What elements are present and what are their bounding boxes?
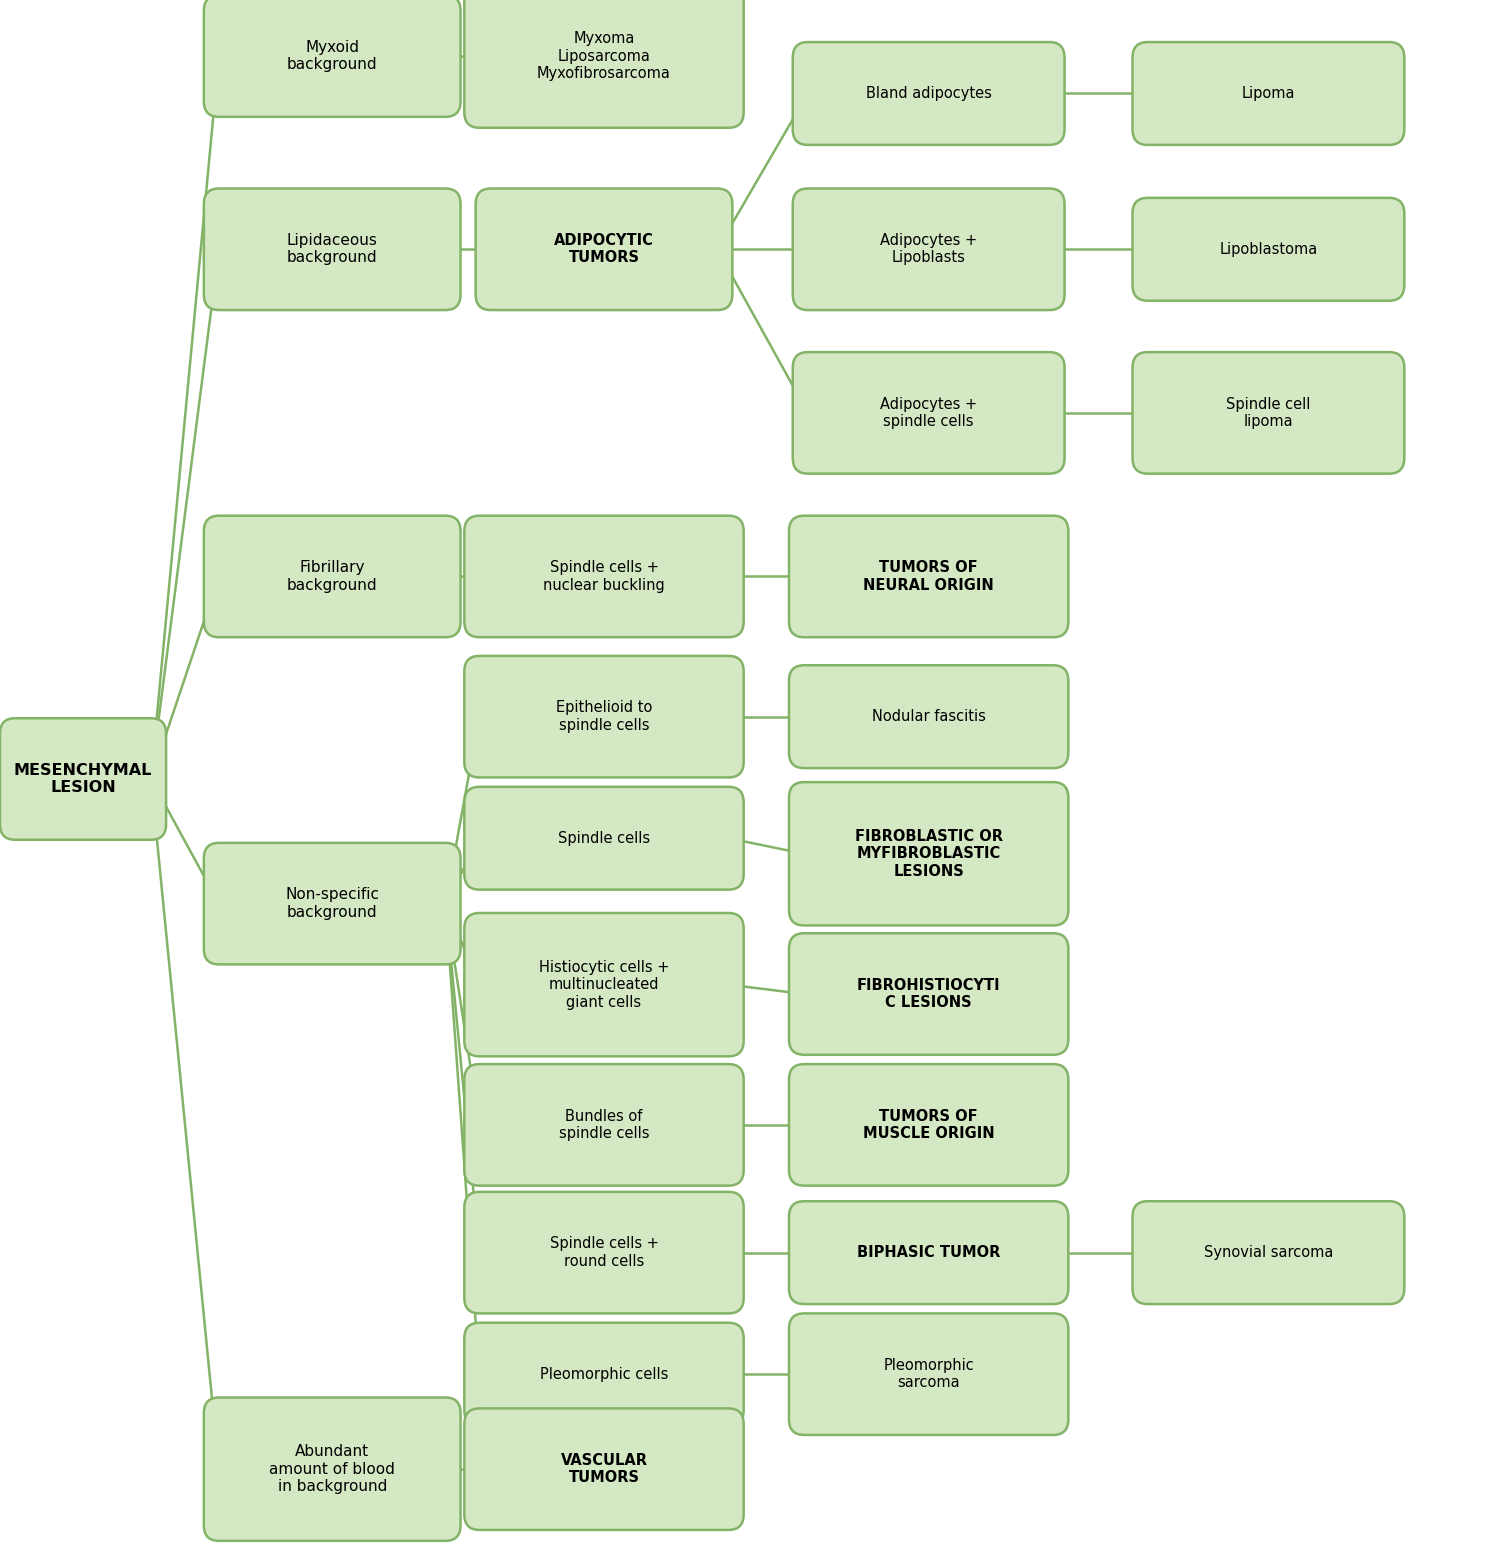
FancyBboxPatch shape	[465, 787, 743, 890]
FancyBboxPatch shape	[465, 913, 743, 1056]
Text: VASCULAR
TUMORS: VASCULAR TUMORS	[560, 1454, 648, 1485]
Text: Fibrillary
background: Fibrillary background	[287, 561, 378, 592]
FancyBboxPatch shape	[465, 1323, 743, 1426]
Text: Non-specific
background: Non-specific background	[285, 888, 379, 919]
FancyBboxPatch shape	[465, 1408, 743, 1530]
Text: Epithelioid to
spindle cells: Epithelioid to spindle cells	[556, 701, 652, 732]
Text: Synovial sarcoma: Synovial sarcoma	[1203, 1245, 1333, 1260]
FancyBboxPatch shape	[793, 42, 1065, 145]
Text: FIBROBLASTIC OR
MYFIBROBLASTIC
LESIONS: FIBROBLASTIC OR MYFIBROBLASTIC LESIONS	[855, 829, 1003, 879]
FancyBboxPatch shape	[204, 843, 461, 964]
FancyBboxPatch shape	[204, 1398, 461, 1541]
FancyBboxPatch shape	[465, 656, 743, 777]
FancyBboxPatch shape	[204, 0, 461, 117]
FancyBboxPatch shape	[465, 1192, 743, 1313]
Text: Myxoid
background: Myxoid background	[287, 41, 378, 72]
Text: Myxoma
Liposarcoma
Myxofibrosarcoma: Myxoma Liposarcoma Myxofibrosarcoma	[538, 31, 670, 81]
FancyBboxPatch shape	[476, 189, 732, 310]
Text: TUMORS OF
NEURAL ORIGIN: TUMORS OF NEURAL ORIGIN	[864, 561, 994, 592]
Text: Abundant
amount of blood
in background: Abundant amount of blood in background	[269, 1444, 396, 1494]
Text: ADIPOCYTIC
TUMORS: ADIPOCYTIC TUMORS	[554, 234, 654, 265]
FancyBboxPatch shape	[788, 1201, 1069, 1304]
Text: Pleomorphic
sarcoma: Pleomorphic sarcoma	[883, 1359, 974, 1390]
Text: Spindle cell
lipoma: Spindle cell lipoma	[1226, 397, 1311, 428]
Text: Pleomorphic cells: Pleomorphic cells	[539, 1366, 669, 1382]
FancyBboxPatch shape	[1132, 198, 1404, 301]
FancyBboxPatch shape	[793, 352, 1065, 474]
Text: Lipoblastoma: Lipoblastoma	[1219, 241, 1318, 257]
FancyBboxPatch shape	[788, 516, 1069, 637]
Text: BIPHASIC TUMOR: BIPHASIC TUMOR	[858, 1245, 1000, 1260]
Text: Spindle cells +
round cells: Spindle cells + round cells	[550, 1237, 658, 1268]
FancyBboxPatch shape	[788, 933, 1069, 1055]
FancyBboxPatch shape	[0, 718, 166, 840]
FancyBboxPatch shape	[788, 665, 1069, 768]
FancyBboxPatch shape	[788, 782, 1069, 925]
Text: Lipidaceous
background: Lipidaceous background	[287, 234, 378, 265]
Text: TUMORS OF
MUSCLE ORIGIN: TUMORS OF MUSCLE ORIGIN	[862, 1109, 995, 1140]
Text: Nodular fascitis: Nodular fascitis	[871, 709, 986, 724]
FancyBboxPatch shape	[465, 1064, 743, 1186]
FancyBboxPatch shape	[793, 189, 1065, 310]
FancyBboxPatch shape	[465, 516, 743, 637]
FancyBboxPatch shape	[788, 1064, 1069, 1186]
Text: FIBROHISTIOCYTI
C LESIONS: FIBROHISTIOCYTI C LESIONS	[856, 978, 1001, 1010]
Text: Spindle cells: Spindle cells	[557, 830, 651, 846]
Text: Lipoma: Lipoma	[1241, 86, 1296, 101]
FancyBboxPatch shape	[1132, 352, 1404, 474]
FancyBboxPatch shape	[465, 0, 743, 128]
Text: Histiocytic cells +
multinucleated
giant cells: Histiocytic cells + multinucleated giant…	[539, 960, 669, 1010]
FancyBboxPatch shape	[1132, 1201, 1404, 1304]
Text: Spindle cells +
nuclear buckling: Spindle cells + nuclear buckling	[544, 561, 664, 592]
Text: Adipocytes +
Lipoblasts: Adipocytes + Lipoblasts	[880, 234, 977, 265]
FancyBboxPatch shape	[204, 189, 461, 310]
Text: MESENCHYMAL
LESION: MESENCHYMAL LESION	[14, 763, 153, 795]
Text: Adipocytes +
spindle cells: Adipocytes + spindle cells	[880, 397, 977, 428]
FancyBboxPatch shape	[1132, 42, 1404, 145]
FancyBboxPatch shape	[204, 516, 461, 637]
Text: Bland adipocytes: Bland adipocytes	[865, 86, 992, 101]
FancyBboxPatch shape	[788, 1313, 1069, 1435]
Text: Bundles of
spindle cells: Bundles of spindle cells	[559, 1109, 649, 1140]
